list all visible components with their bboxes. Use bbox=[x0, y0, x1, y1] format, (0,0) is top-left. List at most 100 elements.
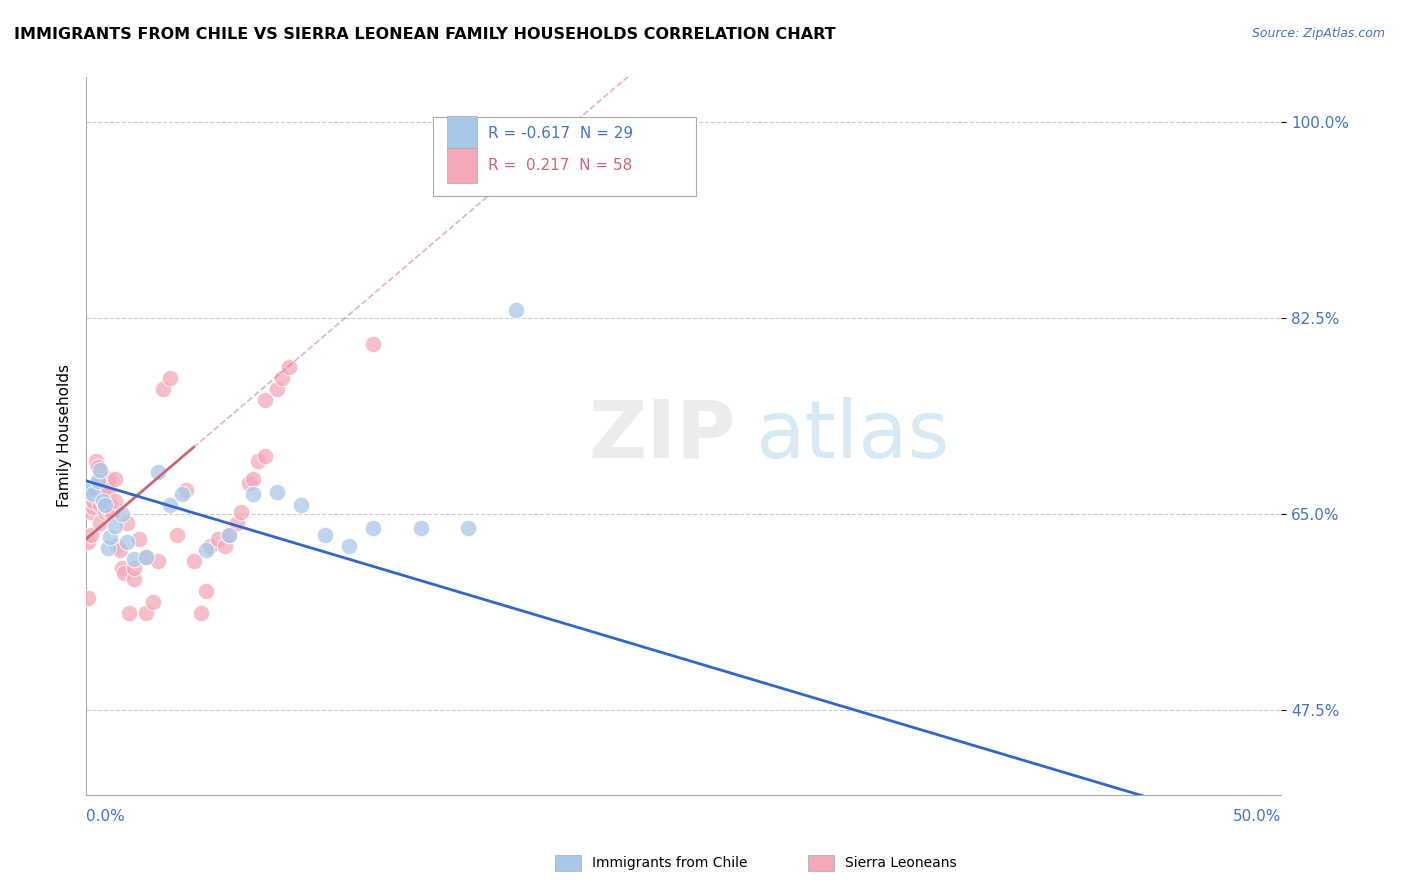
Point bbox=[82, 500, 104, 514]
Point bbox=[194, 543, 217, 558]
Point bbox=[194, 583, 217, 598]
Point bbox=[207, 532, 229, 546]
Point bbox=[337, 539, 360, 553]
Point bbox=[91, 487, 114, 501]
Point bbox=[122, 561, 145, 575]
Text: R = -0.617  N = 29: R = -0.617 N = 29 bbox=[488, 126, 633, 141]
Point bbox=[118, 606, 141, 620]
FancyBboxPatch shape bbox=[447, 148, 477, 183]
Point bbox=[80, 482, 103, 496]
Point bbox=[278, 359, 301, 374]
Point bbox=[159, 370, 181, 384]
Point bbox=[82, 494, 104, 508]
Point bbox=[80, 527, 103, 541]
Point bbox=[94, 499, 117, 513]
Point bbox=[108, 543, 131, 558]
Point bbox=[115, 516, 138, 531]
Text: R =  0.217  N = 58: R = 0.217 N = 58 bbox=[488, 158, 631, 173]
Point bbox=[98, 530, 121, 544]
Point bbox=[87, 460, 110, 475]
Point bbox=[146, 554, 169, 568]
Text: 50.0%: 50.0% bbox=[1233, 809, 1281, 824]
Point bbox=[146, 465, 169, 479]
Point bbox=[1031, 830, 1053, 844]
Point bbox=[314, 527, 336, 541]
FancyBboxPatch shape bbox=[433, 117, 696, 195]
Point bbox=[122, 573, 145, 587]
Point bbox=[84, 453, 107, 467]
Point bbox=[247, 453, 270, 467]
Point bbox=[105, 539, 128, 553]
Point bbox=[104, 472, 127, 486]
Point bbox=[242, 472, 264, 486]
Point bbox=[101, 505, 124, 519]
Y-axis label: Family Households: Family Households bbox=[58, 365, 72, 508]
Point bbox=[135, 549, 157, 564]
Point bbox=[89, 499, 111, 513]
Text: Source: ZipAtlas.com: Source: ZipAtlas.com bbox=[1251, 27, 1385, 40]
Point bbox=[112, 566, 135, 580]
Point bbox=[254, 449, 277, 463]
Point bbox=[77, 591, 100, 606]
Point bbox=[122, 552, 145, 566]
Point bbox=[80, 505, 103, 519]
Point bbox=[225, 516, 247, 531]
Text: ZIP: ZIP bbox=[588, 397, 735, 475]
Point bbox=[214, 539, 236, 553]
Point bbox=[94, 505, 117, 519]
Point bbox=[290, 499, 312, 513]
Point bbox=[457, 521, 479, 535]
Point bbox=[77, 485, 100, 500]
Point bbox=[104, 518, 127, 533]
Point bbox=[361, 337, 384, 351]
Point bbox=[242, 487, 264, 501]
Point bbox=[170, 487, 193, 501]
Point bbox=[190, 606, 212, 620]
Point bbox=[159, 499, 181, 513]
Point bbox=[104, 494, 127, 508]
Point bbox=[97, 472, 120, 486]
Point bbox=[361, 521, 384, 535]
Point bbox=[135, 549, 157, 564]
Point bbox=[115, 535, 138, 549]
Point bbox=[97, 483, 120, 497]
Point bbox=[111, 561, 134, 575]
Text: Immigrants from Chile: Immigrants from Chile bbox=[592, 856, 748, 871]
Text: 0.0%: 0.0% bbox=[86, 809, 125, 824]
Point bbox=[409, 521, 432, 535]
Point bbox=[218, 527, 240, 541]
Point bbox=[98, 505, 121, 519]
Point bbox=[97, 541, 120, 555]
Point bbox=[200, 539, 222, 553]
Text: Sierra Leoneans: Sierra Leoneans bbox=[845, 856, 956, 871]
Point bbox=[266, 485, 288, 500]
Point bbox=[135, 606, 157, 620]
Point bbox=[98, 499, 121, 513]
Point bbox=[183, 554, 205, 568]
Point bbox=[231, 505, 253, 519]
Point bbox=[128, 532, 150, 546]
Point bbox=[271, 370, 294, 384]
Point bbox=[94, 499, 117, 513]
Point bbox=[111, 508, 134, 522]
Point bbox=[91, 494, 114, 508]
Point bbox=[89, 516, 111, 531]
Point bbox=[218, 527, 240, 541]
Point bbox=[87, 474, 110, 488]
Point bbox=[505, 303, 527, 318]
Point bbox=[176, 483, 198, 497]
Point bbox=[89, 462, 111, 476]
Point bbox=[142, 595, 165, 609]
Point bbox=[254, 393, 277, 408]
Point bbox=[91, 494, 114, 508]
Point bbox=[238, 476, 260, 491]
Point bbox=[166, 527, 188, 541]
Point bbox=[266, 382, 288, 396]
Point bbox=[77, 535, 100, 549]
FancyBboxPatch shape bbox=[447, 116, 477, 151]
Point bbox=[82, 487, 104, 501]
Text: IMMIGRANTS FROM CHILE VS SIERRA LEONEAN FAMILY HOUSEHOLDS CORRELATION CHART: IMMIGRANTS FROM CHILE VS SIERRA LEONEAN … bbox=[14, 27, 835, 42]
Point bbox=[152, 382, 174, 396]
Point bbox=[87, 472, 110, 486]
Point bbox=[84, 483, 107, 497]
